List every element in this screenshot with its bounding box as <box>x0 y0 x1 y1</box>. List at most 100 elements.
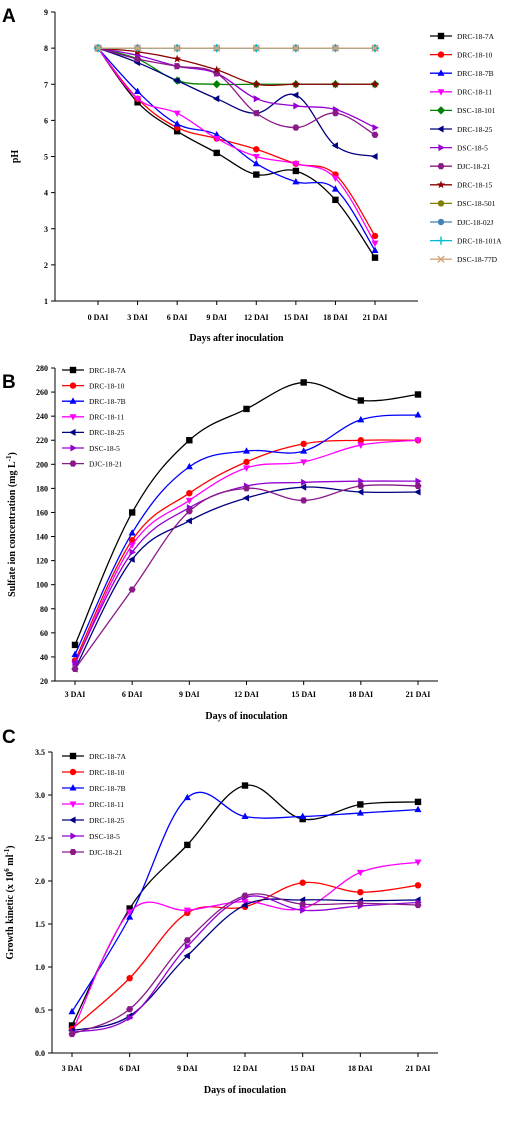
data-point <box>128 586 136 593</box>
data-point <box>358 477 365 485</box>
legend-marker <box>69 382 77 389</box>
x-axis-title: Days after inoculation <box>189 333 284 344</box>
data-point <box>241 892 249 899</box>
x-tick-label: 9 DAI <box>206 313 227 322</box>
data-point <box>414 805 422 813</box>
data-point <box>300 906 307 914</box>
data-point <box>414 902 422 909</box>
data-point <box>414 482 422 490</box>
series-line <box>97 47 376 237</box>
data-point <box>212 80 221 89</box>
data-point <box>300 440 307 448</box>
data-point <box>371 254 379 261</box>
legend-item: DRC-18-25 <box>430 125 493 134</box>
y-tick-label: 0.5 <box>35 1006 45 1015</box>
series-DRC-18-25 <box>68 896 421 1035</box>
data-point <box>356 809 364 816</box>
legend-label: DJC-18-02J <box>457 218 493 227</box>
legend-item: DJC-18-21 <box>62 848 123 857</box>
data-point <box>213 44 221 52</box>
legend-label: DSC-18-5 <box>89 444 120 453</box>
data-point <box>173 54 182 63</box>
y-tick-label: 40 <box>40 653 48 662</box>
legend-item: DRC-18-10 <box>62 768 125 777</box>
x-tick-label: 18 DAI <box>323 313 348 322</box>
data-point <box>356 900 364 907</box>
legend-marker <box>69 460 77 467</box>
series-DRC-18-11 <box>71 437 422 668</box>
legend-label: DSC-18-5 <box>457 143 488 152</box>
data-point <box>173 77 180 85</box>
legend-item: DJC-18-21 <box>430 162 491 171</box>
legend-marker <box>437 69 445 76</box>
legend-item: DRC-18-25 <box>62 816 125 825</box>
data-point <box>299 483 307 491</box>
legend-item: DRC-18-7B <box>62 784 126 793</box>
legend-label: DRC-18-25 <box>89 816 125 825</box>
data-point <box>128 529 136 536</box>
y-tick-label: 120 <box>36 557 48 566</box>
data-point <box>253 146 260 153</box>
data-point <box>292 44 300 52</box>
y-tick-label: 3.5 <box>35 748 45 757</box>
data-point <box>414 437 422 445</box>
data-point <box>357 888 364 896</box>
legend-label: DRC-18-7A <box>457 32 495 41</box>
legend-marker <box>69 816 76 824</box>
series-line <box>74 480 419 664</box>
y-tick-label: 1.0 <box>35 963 45 972</box>
data-point <box>127 1014 134 1022</box>
y-tick-label: 8 <box>44 44 48 53</box>
data-point <box>356 488 364 496</box>
chart-panel-b: B 20 40 60 80 100 120 140 160 180 200 220 240 260 280… <box>2 364 438 722</box>
data-point <box>212 65 221 74</box>
data-point <box>252 79 261 88</box>
legend-item: DRC-18-11 <box>62 800 124 809</box>
data-point <box>299 812 307 820</box>
x-tick-label: 6 DAI <box>119 1064 140 1073</box>
data-point <box>241 899 249 906</box>
legend-item: DRC-18-15 <box>430 180 493 190</box>
series-DRC-18-11 <box>68 859 422 1037</box>
data-point <box>213 149 220 157</box>
x-tick-label: 12 DAI <box>233 1064 258 1073</box>
y-axis-title: Growth kinetic (x 106 ml-1) <box>3 845 16 959</box>
x-tick-label: 9 DAI <box>177 1064 198 1073</box>
legend: DRC-18-7A DRC-18-10 DRC-18-7B DRC-18-11 DRC-… <box>62 366 127 468</box>
data-point <box>371 240 379 248</box>
data-point <box>357 801 364 808</box>
legend-marker <box>437 255 445 263</box>
data-point <box>357 415 365 423</box>
panel-letter: B <box>2 372 16 393</box>
legend-label: DSC-18-77D <box>457 255 498 264</box>
data-point <box>128 555 135 563</box>
data-point <box>183 793 191 801</box>
legend-label: DRC-18-7B <box>89 784 126 793</box>
data-point <box>332 196 339 204</box>
data-point <box>414 411 422 418</box>
series-line <box>74 486 419 670</box>
data-point <box>173 110 181 117</box>
data-point <box>71 665 79 673</box>
data-point <box>357 397 365 404</box>
series-line <box>74 484 419 670</box>
data-point <box>414 882 422 889</box>
series-line <box>71 895 419 1033</box>
y-tick-label: 9 <box>44 8 48 17</box>
data-point <box>357 442 365 449</box>
legend-marker <box>69 414 77 421</box>
legend-item: DRC-18-101A <box>430 236 502 245</box>
legend-item: DRC-18-7A <box>62 366 127 375</box>
data-point <box>293 102 300 110</box>
x-tick-label: 6 DAI <box>122 690 143 699</box>
y-tick-label: 200 <box>36 460 48 469</box>
data-point <box>212 95 220 103</box>
legend-item: DRC-18-25 <box>62 428 125 437</box>
data-point <box>414 391 422 398</box>
data-point <box>173 120 181 127</box>
data-point <box>331 185 339 192</box>
legend-label: DRC-18-7A <box>89 366 127 375</box>
data-point <box>185 497 193 505</box>
data-point <box>300 459 308 466</box>
legend-label: DJC-18-21 <box>89 459 123 468</box>
